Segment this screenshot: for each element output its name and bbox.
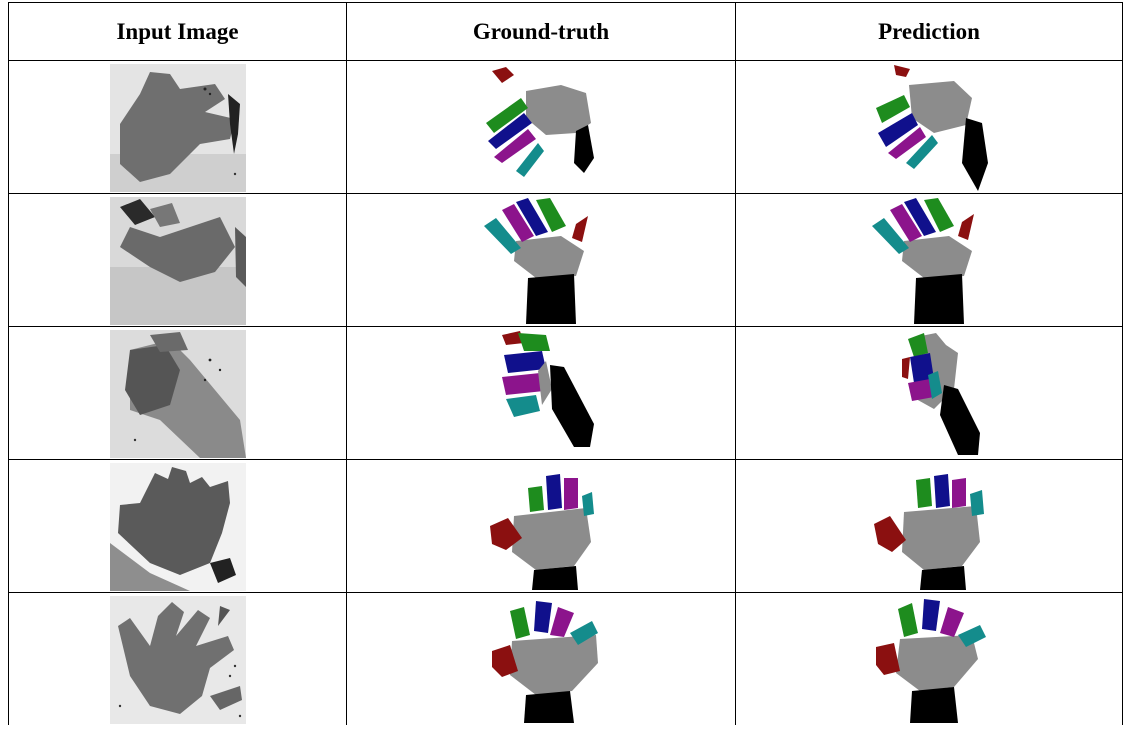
segmentation-ground-truth-image xyxy=(486,66,594,177)
table-row xyxy=(8,459,1123,593)
header-prediction: Prediction xyxy=(735,2,1123,61)
depth-map-image xyxy=(109,64,246,192)
depth-map-image xyxy=(109,596,246,724)
header-input-image: Input Image xyxy=(8,2,347,61)
table-row xyxy=(8,592,1123,725)
segmentation-prediction-image xyxy=(872,197,974,324)
prediction-cell xyxy=(735,326,1123,460)
input-image-cell xyxy=(8,60,347,194)
ground-truth-cell xyxy=(346,326,736,460)
segmentation-ground-truth-image xyxy=(490,473,594,590)
ground-truth-cell xyxy=(346,193,736,327)
segmentation-ground-truth-image xyxy=(492,600,598,723)
input-image-cell xyxy=(8,326,347,460)
segmentation-ground-truth-image xyxy=(484,197,588,324)
results-figure: Input Image Ground-truth Prediction xyxy=(8,2,1123,733)
segmentation-prediction-image xyxy=(876,64,988,191)
segmentation-ground-truth-image xyxy=(502,330,594,447)
input-image-cell xyxy=(8,193,347,327)
prediction-cell xyxy=(735,459,1123,593)
input-image-cell xyxy=(8,592,347,725)
prediction-cell xyxy=(735,60,1123,194)
segmentation-results-table: Input Image Ground-truth Prediction xyxy=(8,2,1123,725)
table-row xyxy=(8,326,1123,460)
ground-truth-cell xyxy=(346,60,736,194)
ground-truth-cell xyxy=(346,459,736,593)
input-image-cell xyxy=(8,459,347,593)
depth-map-image xyxy=(109,330,246,458)
table-row xyxy=(8,60,1123,194)
header-row: Input Image Ground-truth Prediction xyxy=(8,2,1123,61)
prediction-cell xyxy=(735,193,1123,327)
table-row xyxy=(8,193,1123,327)
segmentation-prediction-image xyxy=(874,473,984,590)
header-ground-truth: Ground-truth xyxy=(346,2,736,61)
prediction-cell xyxy=(735,592,1123,725)
segmentation-prediction-image xyxy=(876,598,986,723)
ground-truth-cell xyxy=(346,592,736,725)
segmentation-prediction-image xyxy=(902,332,980,455)
depth-map-image xyxy=(109,463,246,591)
depth-map-image xyxy=(109,197,246,325)
